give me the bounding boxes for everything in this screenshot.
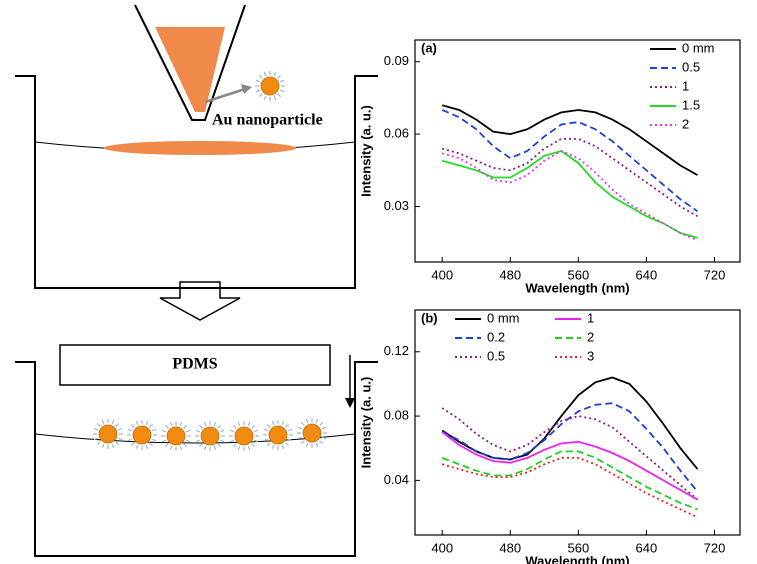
drop (104, 141, 296, 155)
y-axis-label: Intensity (a. u.) (358, 105, 373, 197)
pdms-label: PDMS (172, 356, 217, 373)
x-tick-label: 480 (499, 540, 521, 555)
series-line (441, 138, 698, 217)
x-tick-label: 400 (431, 267, 453, 282)
legend-label: 3 (587, 348, 594, 363)
series-line (441, 450, 698, 511)
legend-label: 1 (682, 78, 689, 93)
series-line (441, 104, 698, 176)
legend-label: 0 mm (682, 40, 715, 55)
y-tick-label: 0.03 (384, 198, 409, 213)
x-tick-label: 560 (567, 540, 589, 555)
pdms-block (59, 344, 331, 386)
y-tick-label: 0.09 (384, 53, 409, 68)
plot-frame (414, 309, 741, 536)
legend-label: 0.5 (682, 59, 700, 74)
series-line (441, 149, 698, 242)
series-line (441, 407, 699, 501)
x-tick-label: 720 (704, 267, 726, 282)
diagram (15, 4, 378, 557)
x-tick-label: 480 (499, 267, 521, 282)
y-tick-label: 0.06 (384, 126, 409, 141)
x-tick-label: 560 (567, 267, 589, 282)
dish-bottom (15, 361, 378, 557)
series-line (441, 109, 699, 213)
x-tick-label: 640 (636, 540, 658, 555)
arrow-head (241, 84, 252, 94)
legend-label: 0.2 (487, 329, 505, 344)
particle-label: Au nanoparticle (212, 112, 323, 129)
y-tick-label: 0.04 (384, 472, 409, 487)
pipette (134, 4, 246, 121)
x-axis-label: Wavelength (nm) (525, 280, 629, 295)
pipette-fill (155, 27, 225, 112)
down-arrow (159, 281, 241, 321)
particles (92, 417, 328, 452)
dish-top (15, 75, 378, 289)
legend-label: 1.5 (682, 97, 700, 112)
x-tick-label: 640 (636, 267, 658, 282)
series-line (441, 150, 698, 239)
y-axis-label: Intensity (a. u.) (358, 377, 373, 469)
legend-label: 0.5 (487, 348, 505, 363)
arrow (204, 87, 246, 104)
press-arrow-head (345, 398, 355, 408)
legend-label: 1 (587, 310, 594, 325)
nanoparticle-icon (254, 70, 286, 102)
legend-label: 2 (587, 329, 594, 344)
x-tick-label: 400 (431, 540, 453, 555)
legend-label: 0 mm (487, 310, 520, 325)
x-axis-label: Wavelength (nm) (525, 553, 629, 564)
panel-label: (a) (421, 40, 437, 55)
series-line (441, 431, 698, 501)
panel-label: (b) (421, 310, 438, 325)
x-tick-label: 720 (704, 540, 726, 555)
y-tick-label: 0.08 (384, 408, 409, 423)
plot-frame (414, 39, 741, 263)
y-tick-label: 0.12 (384, 343, 409, 358)
legend-label: 2 (682, 116, 689, 131)
